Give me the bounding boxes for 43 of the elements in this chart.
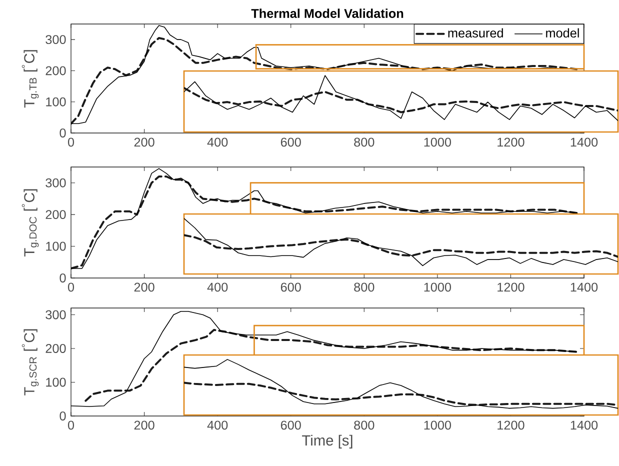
y-tick-label: 100	[46, 242, 66, 251]
x-tick-label: 400	[207, 282, 228, 292]
y-tick-label: 0	[60, 274, 66, 282]
x-tick-label: 1400	[570, 138, 598, 147]
x-tick-label: 1000	[424, 138, 452, 147]
x-tick-label: 0	[68, 420, 74, 430]
y-axis-title: T$_{g.SCR}$ [$^{°}$C]	[22, 329, 39, 396]
chart-title: Thermal Model Validation	[251, 8, 404, 18]
x-tick-label: 1200	[498, 420, 524, 430]
y-tick-label: 0	[60, 412, 66, 420]
x-tick-label: 1200	[498, 282, 524, 292]
x-tick-label: 800	[354, 138, 374, 147]
x-tick-label: 1200	[498, 138, 524, 147]
y-tick-label: 200	[46, 210, 66, 220]
y-axis-title: T$_{g.DOC}$ [$^{°}$C]	[22, 189, 39, 256]
x-tick-label: 1400	[570, 282, 598, 292]
x-tick-label: 600	[280, 420, 301, 430]
y-axis-title: T$_{g.TB}$ [$^{°}$C]	[22, 50, 39, 108]
y-tick-label: 100	[46, 378, 66, 387]
x-tick-label: 1000	[424, 282, 452, 292]
x-tick-label: 600	[280, 138, 301, 147]
x-tick-label: 0	[68, 138, 74, 147]
x-tick-label: 200	[134, 138, 154, 147]
x-tick-label: 600	[280, 282, 301, 292]
y-tick-label: 200	[46, 66, 66, 76]
x-tick-label: 200	[134, 420, 154, 430]
y-tick-label: 200	[46, 344, 66, 353]
x-tick-label: 0	[68, 282, 74, 292]
y-tick-label: 300	[46, 35, 66, 44]
x-axis-title: Time [s]	[302, 434, 352, 448]
x-tick-label: 400	[207, 138, 228, 147]
y-tick-label: 300	[46, 178, 66, 188]
x-tick-label: 200	[134, 282, 154, 292]
x-tick-label: 400	[207, 420, 228, 430]
legend-label: model	[546, 28, 579, 38]
x-tick-label: 1000	[424, 420, 452, 430]
x-tick-label: 800	[354, 420, 374, 430]
y-tick-label: 0	[60, 128, 66, 138]
x-tick-label: 1400	[570, 420, 598, 430]
x-tick-label: 800	[354, 282, 374, 292]
y-tick-label: 300	[46, 310, 66, 320]
y-tick-label: 100	[46, 97, 66, 106]
legend-label: measured	[448, 28, 503, 38]
